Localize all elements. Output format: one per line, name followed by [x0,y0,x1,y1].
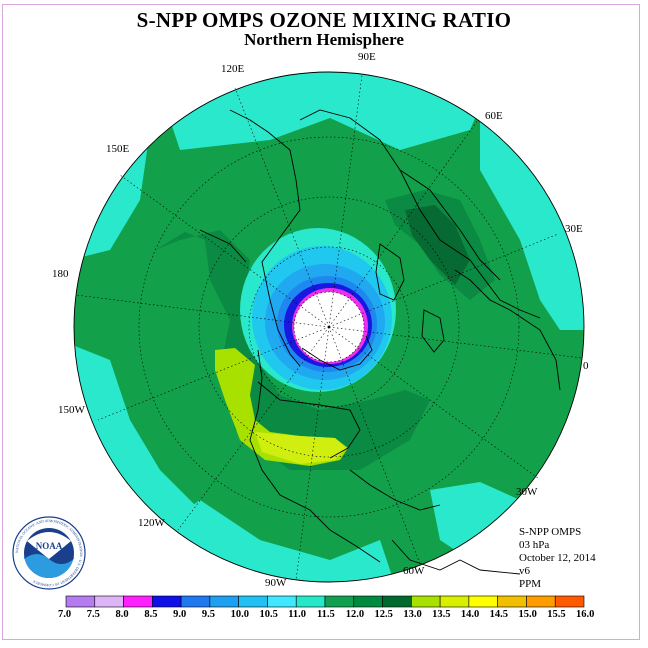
figure-title: S-NPP OMPS OZONE MIXING RATIO [136,8,512,32]
info-date: October 12, 2014 [519,552,596,564]
map-boundary [73,71,585,583]
info-level: 03 hPa [519,539,550,551]
colorbar-box [554,595,585,608]
colorbar-tick-label: 16.0 [576,609,595,620]
colorbar-tick-label: 13.5 [432,609,451,620]
colorbar-box [439,595,470,608]
colorbar-box [324,595,355,608]
info-instrument: S-NPP OMPS [519,526,582,538]
lon-label-180: 180 [52,268,69,280]
colorbar-tick-label: 15.5 [547,609,566,620]
lon-label-60w: 60W [403,565,425,577]
colorbar-tick-label: 14.0 [460,609,480,620]
colorbar-tick-label: 9.0 [173,609,187,620]
colorbar-box [295,595,326,608]
figure-subtitle: Northern Hemisphere [244,30,404,49]
colorbar-tick-label: 7.5 [86,609,100,620]
colorbar-box [267,595,297,608]
noaa-logo-text: NOAA [36,541,63,551]
info-version: v6 [519,565,530,577]
colorbar-box [382,595,412,608]
colorbar-box [65,595,96,608]
lon-label-120e: 120E [221,63,245,75]
colorbar-box [411,595,441,608]
colorbar-box [526,595,556,608]
colorbar-tick-label: 11.5 [317,609,335,620]
colorbar-tick-label: 14.5 [489,609,509,620]
lon-label-60e: 60E [485,110,503,122]
colorbar-box [94,595,124,608]
lon-label-90w: 90W [265,577,287,589]
colorbar-box [209,595,239,608]
colorbar-tick-label: 15.0 [518,609,537,620]
colorbar-box [353,595,383,608]
colorbar-tick-label: 10.5 [259,609,278,620]
colorbar-tick-label: 13.0 [403,609,422,620]
colorbar-box [123,595,153,608]
colorbar-tick-label: 12.0 [345,609,365,620]
colorbar-tick-label: 8.5 [144,609,158,620]
lon-label-30e: 30E [565,223,583,235]
colorbar-box [238,595,268,608]
lon-label-150w: 150W [58,404,85,416]
colorbar-tick-label: 10.0 [230,609,250,620]
info-units: PPM [519,578,542,590]
lon-label-120w: 120W [138,517,165,529]
figure-frame [2,4,640,640]
colorbar-box [497,595,527,608]
coastlines [199,109,561,575]
lon-label-0: 0 [583,360,589,372]
colorbar-tick-label: 9.5 [201,609,215,620]
colorbar-box [180,595,211,608]
colorbar-tick-label: 12.5 [374,609,393,620]
meridians [75,74,583,581]
lon-label-90e: 90E [358,51,376,63]
colorbar-tick-label: 8.0 [115,609,129,620]
colorbar-box [468,595,498,608]
colorbar-tick-label: 7.0 [58,609,72,620]
noaa-logo: NOAA NATIONAL OCEANIC AND ATMOSPHERIC AD… [12,516,86,590]
colorbar [65,595,585,608]
colorbar-tick-label: 11.0 [288,609,307,620]
lon-label-150e: 150E [106,143,130,155]
lon-label-30w: 30W [516,486,538,498]
latitude-circles [138,136,520,518]
info-block: S-NPP OMPS 03 hPa October 12, 2014 v6 PP… [519,526,596,591]
colorbar-box [152,595,182,608]
